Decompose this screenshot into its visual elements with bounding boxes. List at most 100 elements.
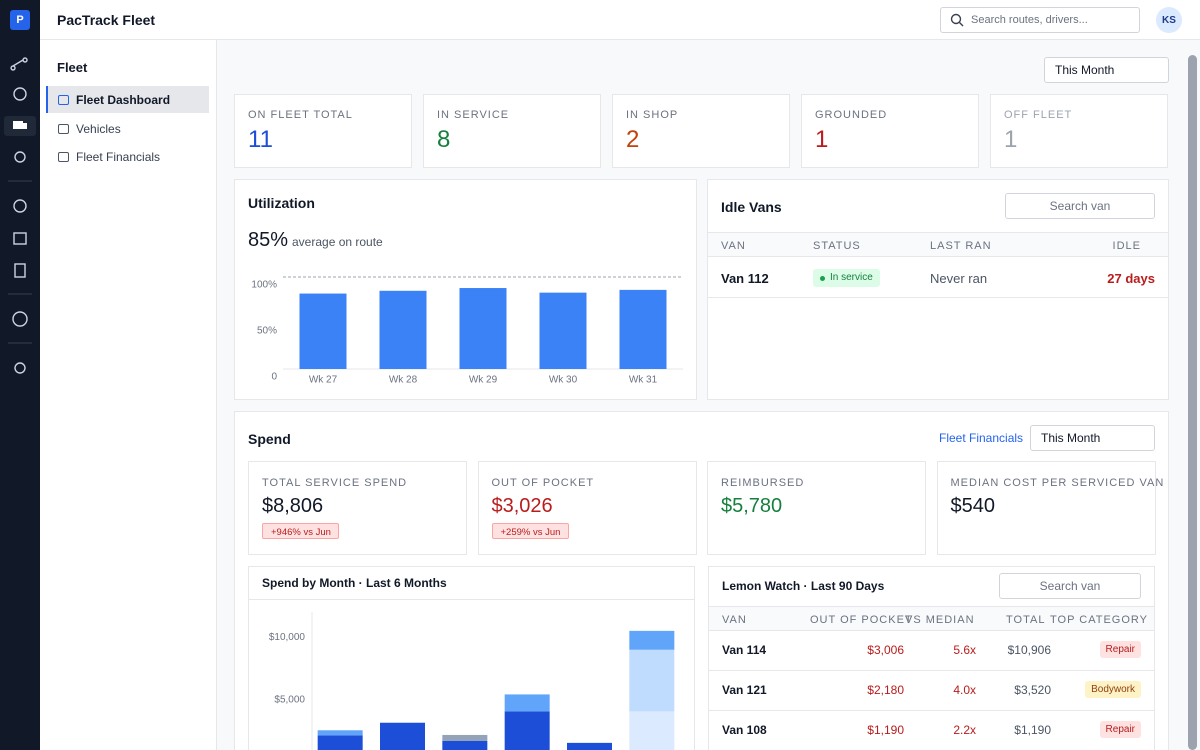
bar [299, 293, 347, 369]
logo[interactable]: P [10, 10, 30, 30]
cell: Van 114 [722, 643, 767, 657]
finance-icon[interactable] [12, 311, 28, 327]
nav-section: Fleet [57, 60, 88, 75]
category-badge: Bodywork [1085, 681, 1141, 698]
bar [379, 290, 427, 369]
nav-icon[interactable] [58, 152, 69, 162]
cell: $3,006 [867, 643, 904, 657]
x-tick-label: Wk 31 [629, 375, 658, 386]
period-select[interactable]: This Month [1044, 57, 1169, 83]
truck-cab [23, 123, 27, 129]
lemon-search[interactable]: Search van [999, 573, 1141, 599]
routes-icon[interactable] [10, 57, 28, 71]
bar-segment [629, 649, 675, 712]
category-badge: Repair [1099, 641, 1141, 658]
y-tick-label: 100% [251, 280, 277, 291]
spend-chart-card [248, 566, 695, 750]
x-tick-label: Wk 29 [469, 375, 498, 386]
spend-label: TOTAL SERVICE SPEND [262, 477, 408, 489]
bar [539, 292, 587, 369]
settings-icon[interactable] [14, 362, 26, 374]
y-tick-label: 0 [271, 372, 277, 383]
divider [249, 599, 694, 600]
bar-segment [629, 630, 675, 650]
stat-value: 1 [1004, 126, 1018, 153]
stat-value: 11 [248, 126, 273, 153]
nav-icon[interactable] [58, 95, 69, 105]
spend-value: $8,806 [262, 495, 324, 517]
stat-value: 8 [437, 126, 451, 153]
side-nav [40, 40, 217, 750]
stat-value: 1 [815, 126, 829, 153]
scrollbar-thumb[interactable] [1188, 55, 1197, 750]
cell: $1,190 [867, 723, 904, 737]
nav-active-bg [46, 86, 209, 113]
cell: 2.2x [953, 723, 976, 737]
status-dot [820, 276, 825, 281]
bar-segment [567, 742, 612, 750]
stat-label: IN SERVICE [437, 109, 510, 121]
messages-icon[interactable] [13, 87, 27, 101]
bar-segment [504, 694, 550, 712]
nav-item[interactable]: Vehicles [76, 121, 121, 136]
spend-card [936, 461, 1156, 555]
stat-card [423, 94, 601, 168]
stat-label: IN SHOP [626, 109, 679, 121]
column-header: IDLE [1112, 240, 1141, 252]
column-header: VAN [722, 614, 747, 626]
x-tick-label: Wk 27 [309, 375, 338, 386]
financials-link[interactable]: Fleet Financials [939, 431, 1024, 445]
card-title: Utilization [248, 195, 315, 211]
card-title: Idle Vans [721, 199, 782, 215]
nav-icon[interactable] [58, 123, 69, 134]
nav-item[interactable]: Fleet Financials [76, 150, 161, 164]
idle-days: 27 days [1107, 271, 1155, 286]
stat-card [990, 94, 1168, 168]
column-header: LAST RAN [930, 240, 992, 252]
x-tick-label: Wk 30 [549, 375, 578, 386]
rail-icons [4, 57, 36, 374]
column-header: VS MEDIAN [905, 614, 975, 626]
cell: 4.0x [953, 683, 976, 697]
column-header: STATUS [813, 240, 861, 252]
last-ran: Never ran [930, 271, 988, 286]
status-badge: In service [813, 269, 880, 287]
spend-period-select[interactable]: This Month [1030, 425, 1155, 451]
utilization-average: 85% [248, 229, 289, 251]
utilization-note: average on route [292, 235, 383, 249]
van-search[interactable]: Search van [1005, 193, 1155, 219]
cell: $3,520 [1014, 683, 1051, 697]
bar-segment [317, 730, 363, 736]
bar-segment [442, 734, 488, 741]
spend-card [248, 461, 467, 555]
spend-value: $540 [950, 495, 996, 517]
spend-label: REIMBURSED [721, 477, 805, 489]
avatar[interactable]: KS [1156, 7, 1182, 33]
cell: Van 108 [722, 723, 767, 737]
van-name: Van 112 [721, 271, 769, 286]
y-tick-label: $5,000 [274, 695, 305, 706]
cell: 5.6x [953, 643, 976, 657]
nav-item[interactable]: Fleet Dashboard [76, 93, 171, 107]
cell: Van 121 [722, 683, 767, 697]
y-tick-label: 50% [257, 326, 277, 337]
spend-label: MEDIAN COST PER SERVICED VAN [950, 477, 1165, 489]
global-search[interactable]: Search routes, drivers... [940, 7, 1140, 33]
column-header: TOTAL [1006, 614, 1046, 626]
stat-card [612, 94, 790, 168]
gauge-icon[interactable] [13, 199, 27, 213]
bar [619, 289, 667, 369]
calendar-icon[interactable] [13, 232, 27, 245]
bar-segment [380, 722, 425, 750]
stat-card [234, 94, 412, 168]
people-icon[interactable] [14, 151, 26, 163]
search-icon [950, 13, 964, 27]
bar-segment [629, 711, 675, 750]
clipboard-icon[interactable] [14, 263, 26, 278]
change-badge: +259% vs Jun [491, 523, 569, 539]
row-divider [709, 710, 1154, 711]
spend-card [707, 461, 926, 555]
stat-card [801, 94, 979, 168]
row-divider [708, 297, 1168, 298]
